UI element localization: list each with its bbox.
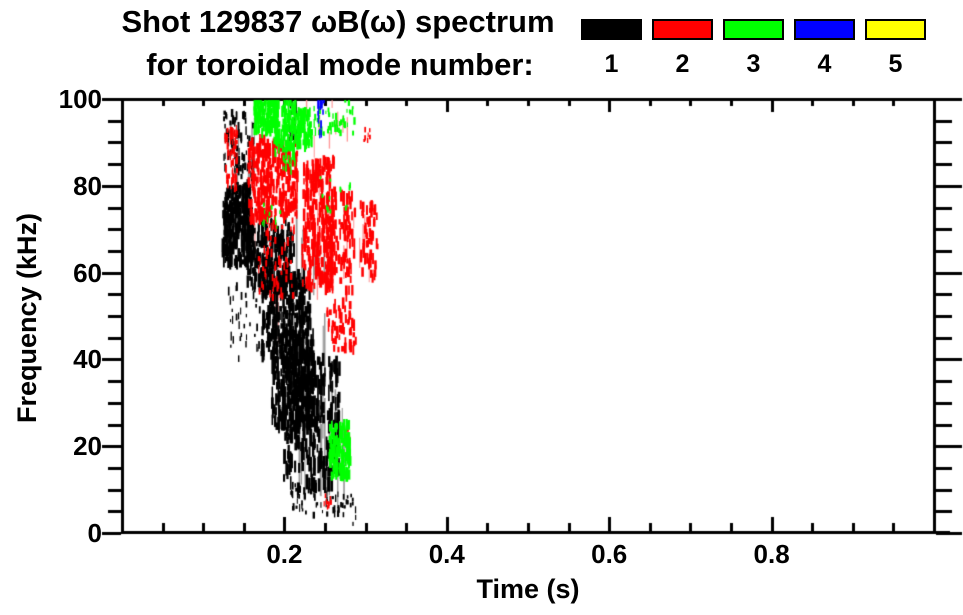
legend-mode-label: 3 <box>746 50 761 78</box>
legend-item-mode-2: 2 <box>652 19 713 77</box>
legend-mode-label: 1 <box>604 50 619 78</box>
y-axis-tick-label: 60 <box>73 257 102 288</box>
x-axis-title: Time (s) <box>476 574 580 604</box>
legend-swatch-mode-1 <box>581 19 642 40</box>
legend-item-mode-4: 4 <box>794 19 855 77</box>
legend-item-mode-5: 5 <box>865 19 926 77</box>
legend-mode-label: 4 <box>817 50 832 78</box>
legend-item-mode-3: 3 <box>723 19 784 77</box>
legend-item-mode-1: 1 <box>581 19 642 77</box>
y-axis-tick-label: 80 <box>73 170 102 201</box>
legend-mode-label: 5 <box>888 50 903 78</box>
chart-title-line2: for toroidal mode number: <box>146 47 534 82</box>
legend-swatch-mode-2 <box>652 19 713 40</box>
legend-swatch-mode-4 <box>794 19 855 40</box>
legend-swatch-mode-3 <box>723 19 784 40</box>
legend-mode-label: 2 <box>675 50 690 78</box>
x-axis-tick-label: 0.6 <box>591 539 628 569</box>
y-axis-tick-label: 0 <box>87 518 102 548</box>
y-axis-tick-label: 40 <box>73 344 102 375</box>
legend-swatch-mode-5 <box>865 19 926 40</box>
chart-title-line1: Shot 129837 ωB(ω) spectrum <box>121 4 555 39</box>
mode-legend: 1 2 3 4 5 <box>581 19 926 77</box>
y-axis-title: Frequency (kHz) <box>12 212 42 424</box>
y-axis-tick-label: 20 <box>73 431 102 462</box>
x-axis-tick-label: 0.8 <box>753 539 790 569</box>
x-axis-tick-label: 0.2 <box>266 539 303 569</box>
y-axis-tick-label: 100 <box>58 84 102 114</box>
x-axis-tick-label: 0.4 <box>428 539 465 569</box>
